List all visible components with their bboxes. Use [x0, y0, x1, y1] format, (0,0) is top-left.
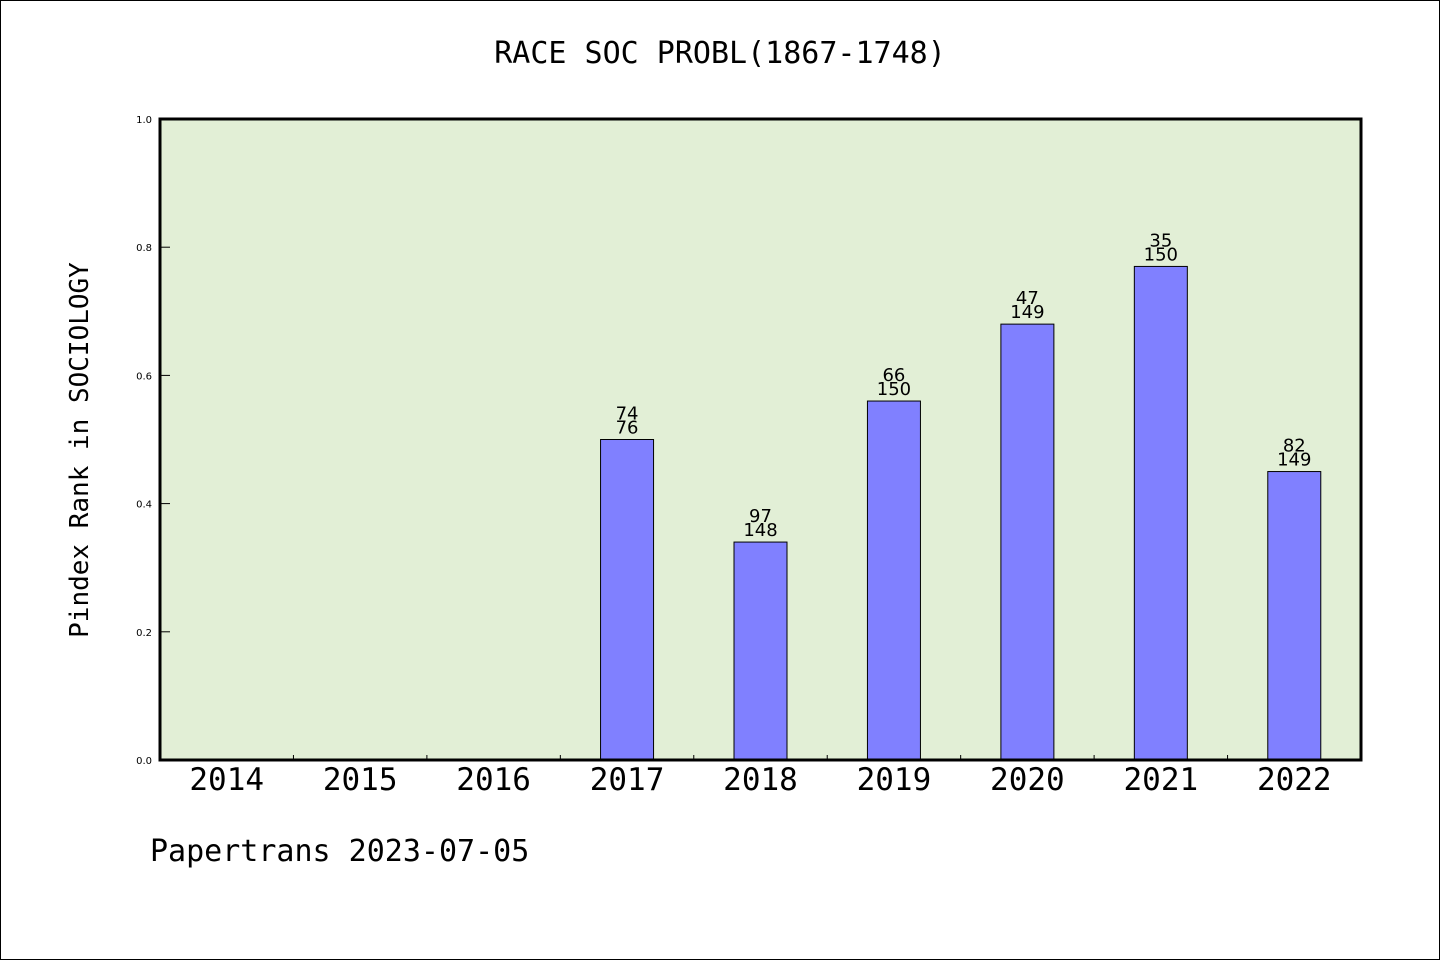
x-tick-label: 2014	[189, 762, 264, 798]
y-tick-label: 1.0	[136, 115, 152, 126]
chart-title: RACE SOC PROBL(1867-1748)	[494, 36, 946, 71]
footer-note: Papertrans 2023-07-05	[150, 834, 530, 869]
bar-label-bottom: 150	[877, 379, 911, 400]
bar-label-bottom: 148	[743, 520, 777, 541]
bar-2019	[866, 400, 921, 761]
y-tick-label: 0.8	[136, 243, 152, 254]
bar-2022	[1267, 471, 1322, 761]
x-tick-label: 2022	[1257, 762, 1332, 798]
x-tick-label: 2020	[990, 762, 1065, 798]
bar-label-bottom: 149	[1010, 302, 1044, 323]
bar-label-top: 74	[616, 404, 639, 425]
y-tick-label: 0.4	[136, 500, 152, 511]
bar-2021	[1133, 265, 1188, 761]
y-tick-label: 0.6	[136, 371, 152, 382]
y-tick-label: 0.0	[136, 756, 152, 767]
bar-label-top: 35	[1149, 230, 1172, 251]
bar-label-bottom: 76	[616, 418, 639, 439]
x-tick-label: 2019	[857, 762, 932, 798]
bar-label-top: 97	[749, 506, 772, 527]
bar-label-bottom: 149	[1277, 450, 1311, 471]
x-tick-label: 2015	[323, 762, 398, 798]
y-tick-label: 0.2	[136, 628, 152, 639]
bar-label-top: 82	[1283, 436, 1306, 457]
bar-label-bottom: 150	[1144, 244, 1178, 265]
x-tick-label: 2016	[456, 762, 531, 798]
x-tick-label: 2021	[1124, 762, 1199, 798]
x-tick-label: 2017	[590, 762, 665, 798]
x-tick-label: 2018	[723, 762, 798, 798]
bar-label-top: 66	[882, 365, 905, 386]
plot-frame	[158, 117, 1363, 762]
bar-label-top: 47	[1016, 288, 1039, 309]
bar-2020	[1000, 323, 1055, 761]
bar-2017	[600, 439, 655, 761]
bar-2018	[733, 541, 788, 761]
